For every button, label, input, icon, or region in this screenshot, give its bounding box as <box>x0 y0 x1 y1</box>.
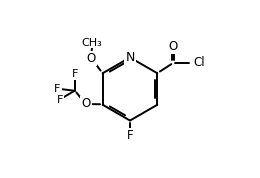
Text: O: O <box>168 40 178 53</box>
Text: F: F <box>127 129 133 142</box>
Text: O: O <box>87 52 96 65</box>
Text: F: F <box>56 95 63 105</box>
Text: O: O <box>81 97 91 110</box>
Text: Cl: Cl <box>193 56 205 69</box>
Text: CH₃: CH₃ <box>82 38 102 48</box>
Text: F: F <box>54 84 61 94</box>
Text: N: N <box>125 51 135 64</box>
Text: F: F <box>72 69 78 79</box>
